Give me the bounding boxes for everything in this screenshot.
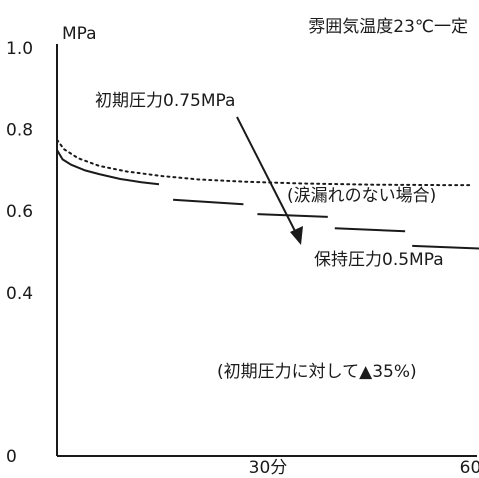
axes bbox=[56, 44, 477, 457]
holding-pressure-label: 保持圧力0.5MPa bbox=[314, 250, 444, 270]
condition-label: 雰囲気温度23℃一定 bbox=[308, 17, 468, 37]
y-tick-label: 1.0 bbox=[6, 39, 33, 59]
holding-pressure-segment bbox=[173, 198, 244, 206]
holding-pressure-segment bbox=[412, 244, 479, 250]
y-tick-label: 0.8 bbox=[6, 121, 33, 141]
loss-percentage-annotation: (初期圧力に対して▲35%) bbox=[217, 362, 417, 382]
y-tick-label: 0.4 bbox=[6, 284, 33, 304]
x-tick-label: 60分 bbox=[460, 458, 479, 478]
holding-pressure-segment bbox=[334, 227, 406, 233]
series-layer bbox=[56, 138, 479, 250]
y-tick-label: 0 bbox=[6, 447, 17, 467]
x-tick-labels: 30分 60分 bbox=[249, 458, 479, 478]
holding-pressure-segment bbox=[56, 149, 160, 186]
initial-pressure-annotation: 初期圧力0.75MPa bbox=[95, 91, 235, 111]
no-leak-dotted-line bbox=[56, 138, 473, 187]
x-tick-label: 30分 bbox=[249, 458, 288, 478]
y-axis-unit-label: MPa bbox=[62, 24, 97, 44]
y-tick-label: 0.6 bbox=[6, 202, 33, 222]
holding-pressure-segment bbox=[257, 213, 328, 218]
annotation-arrow bbox=[236, 116, 303, 245]
no-leak-series-label: (涙漏れのない場合) bbox=[287, 185, 436, 206]
y-tick-labels: 0 0.4 0.6 0.8 1.0 bbox=[6, 39, 33, 467]
